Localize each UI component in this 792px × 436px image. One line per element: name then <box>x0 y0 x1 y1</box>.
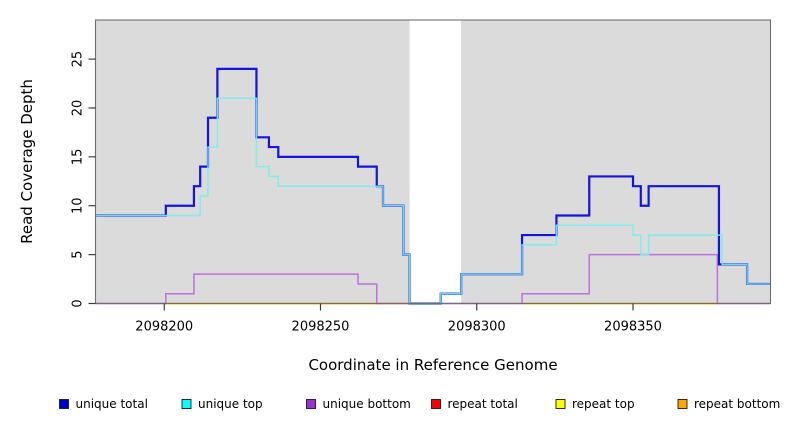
legend-item-repeat-bottom: repeat bottom <box>677 397 780 411</box>
plot-border <box>94 19 772 305</box>
legend-label-unique-top: unique top <box>198 397 263 411</box>
x-axis-title: Coordinate in Reference Genome <box>308 356 557 374</box>
axes-frame <box>94 19 772 305</box>
axis-ticks: 2098200 2098250 2098300 2098350 0 5 10 15 20 25 <box>71 51 662 335</box>
legend-swatch-repeat-bottom <box>677 399 688 409</box>
legend-item-unique-total: unique total <box>59 397 148 411</box>
y-tick-label: 0 <box>71 299 86 307</box>
legend-swatch-repeat-total <box>431 399 441 409</box>
x-tick-label: 2098250 <box>292 320 350 335</box>
legend-swatch-unique-bottom <box>306 399 316 409</box>
x-tick-label: 2098300 <box>448 320 506 335</box>
legend-item-unique-top: unique top <box>181 397 263 411</box>
legend-swatch-unique-top <box>181 399 192 409</box>
legend-label-unique-total: unique total <box>76 397 148 411</box>
y-tick-label: 15 <box>71 149 86 166</box>
legend-item-repeat-total: repeat total <box>431 397 518 411</box>
legend-item-unique-bottom: unique bottom <box>306 397 411 411</box>
plot-panel <box>95 20 771 304</box>
legend-swatch-unique-total <box>59 399 69 409</box>
y-tick-label: 25 <box>71 51 86 68</box>
legend-item-repeat-top: repeat top <box>555 397 635 411</box>
legend-label-repeat-total: repeat total <box>448 397 518 411</box>
masked-region <box>409 20 462 304</box>
legend-swatch-repeat-top <box>555 399 566 409</box>
x-tick-label: 2098350 <box>604 320 662 335</box>
y-axis-title: Read Coverage Depth <box>18 79 36 244</box>
legend-label-unique-bottom: unique bottom <box>323 397 411 411</box>
series-unique-bottom-line <box>95 253 771 305</box>
y-tick-label: 20 <box>71 100 86 117</box>
x-tick-label: 2098200 <box>135 320 193 335</box>
y-tick-label: 5 <box>71 250 86 258</box>
legend: unique total unique top unique bottom repea… <box>59 397 780 411</box>
legend-label-repeat-bottom: repeat bottom <box>694 397 780 411</box>
legend-label-repeat-top: repeat top <box>572 397 635 411</box>
y-tick-label: 10 <box>71 197 86 214</box>
